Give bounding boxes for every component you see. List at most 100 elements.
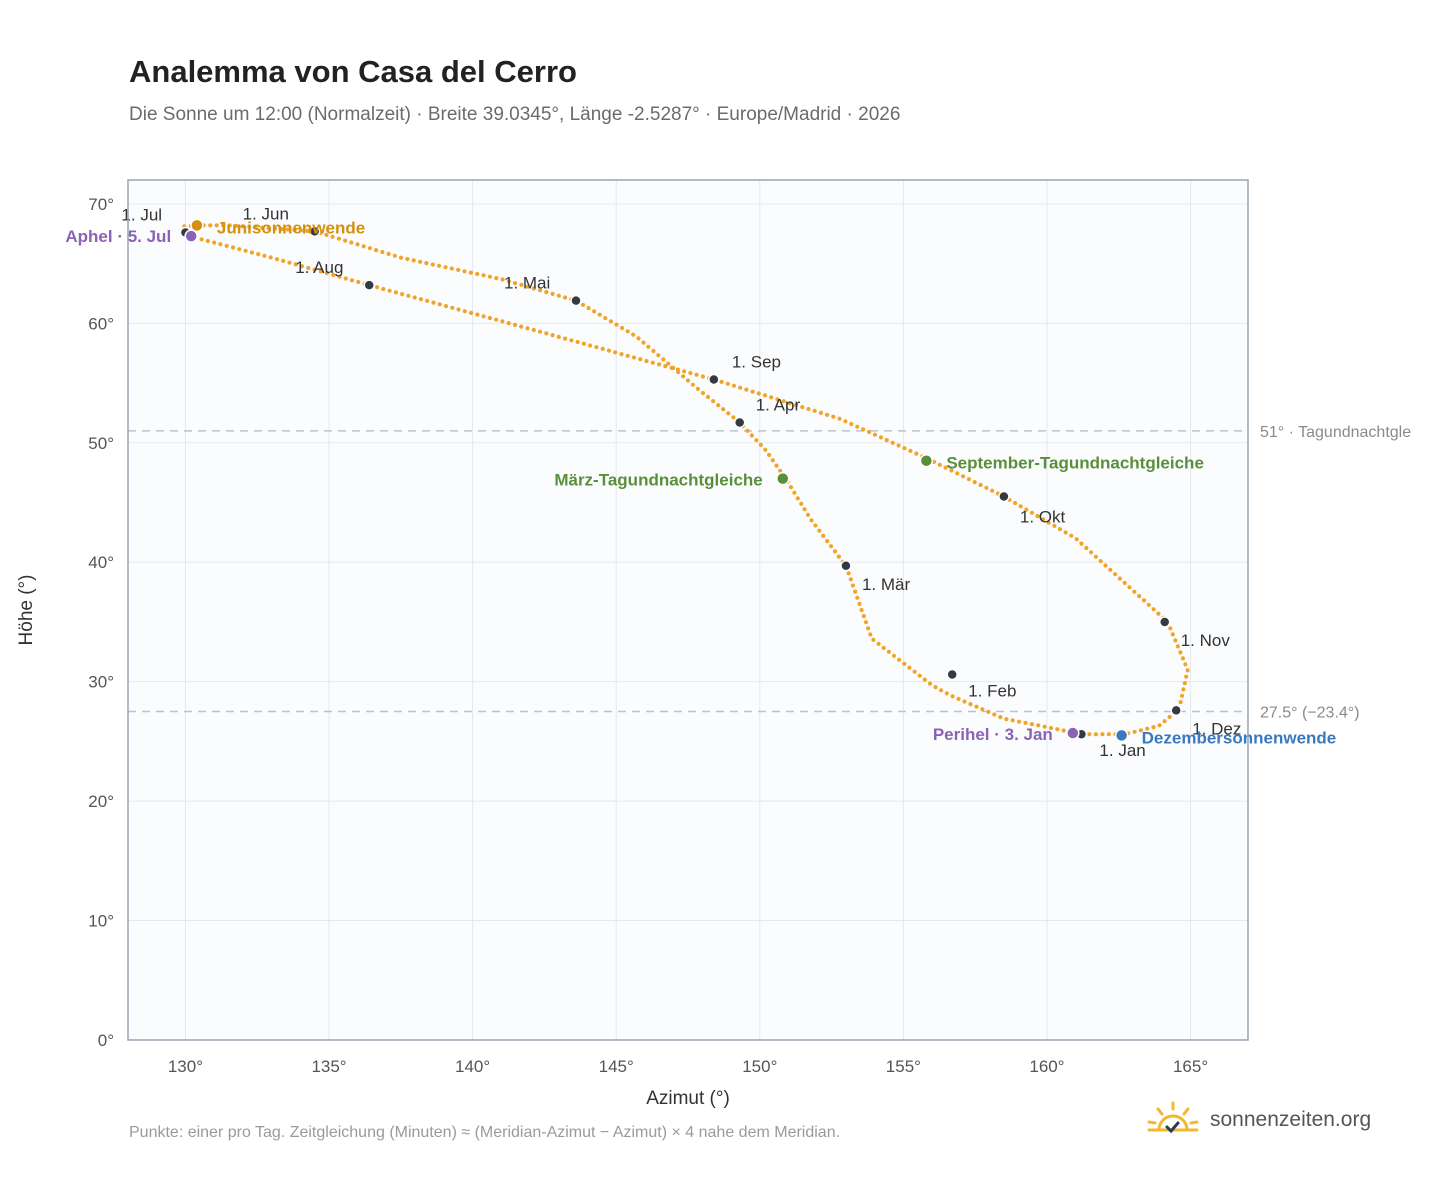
- path-dot: [469, 310, 474, 315]
- path-dot: [1023, 720, 1028, 726]
- chart-title: Analemma von Casa del Cerro: [129, 54, 577, 89]
- path-dot: [863, 620, 869, 625]
- path-dot: [813, 523, 818, 528]
- path-dot: [1093, 732, 1098, 737]
- path-dot: [260, 225, 265, 230]
- y-tick-label: 10°: [88, 912, 114, 931]
- path-dot: [1184, 674, 1189, 679]
- path-dot: [1175, 644, 1180, 649]
- path-dot: [700, 390, 706, 396]
- path-dot: [600, 346, 605, 351]
- path-dot: [608, 319, 614, 324]
- path-dot: [857, 601, 862, 607]
- path-dot: [1156, 611, 1161, 616]
- path-dot: [891, 653, 897, 658]
- path-dot: [273, 226, 278, 231]
- y-axis-label: Höhe (°): [16, 575, 37, 646]
- brand-logo[interactable]: sonnenzeiten.org: [1146, 1100, 1371, 1140]
- path-dot: [462, 309, 467, 314]
- path-dot: [513, 281, 518, 286]
- path-dot: [950, 694, 955, 699]
- path-dot: [769, 395, 774, 400]
- path-dot: [792, 490, 797, 495]
- path-dot: [349, 278, 355, 283]
- path-dot: [666, 361, 671, 366]
- path-dot: [594, 345, 599, 350]
- path-dot: [695, 386, 701, 391]
- path-dot: [1167, 714, 1172, 720]
- path-dot: [884, 438, 889, 443]
- path-dot: [881, 645, 886, 651]
- path-dot: [897, 657, 902, 662]
- chart-subtitle: Die Sonne um 12:00 (Normalzeit) · Breite…: [129, 104, 901, 125]
- path-dot: [544, 290, 549, 295]
- x-tick-label: 155°: [886, 1057, 921, 1076]
- path-dot: [214, 223, 219, 228]
- path-dot: [719, 379, 724, 384]
- month-label: 1. Okt: [1020, 508, 1066, 527]
- path-dot: [1106, 732, 1111, 737]
- path-dot: [205, 238, 210, 244]
- path-dot: [705, 394, 711, 400]
- path-dot: [890, 440, 895, 445]
- path-dot: [418, 259, 423, 264]
- path-dot: [262, 253, 267, 258]
- path-dot: [1029, 722, 1034, 727]
- path-dot: [902, 446, 907, 451]
- path-dot: [1061, 728, 1066, 733]
- path-dot: [1146, 602, 1151, 607]
- path-dot: [725, 381, 730, 386]
- path-dot: [1151, 725, 1156, 730]
- path-dot: [762, 393, 768, 398]
- path-dot: [978, 482, 983, 488]
- path-dot: [636, 336, 641, 341]
- path-dot: [234, 223, 239, 228]
- path-dot: [1117, 576, 1122, 581]
- path-dot: [1046, 520, 1051, 525]
- path-dot: [949, 468, 954, 473]
- path-dot: [613, 350, 618, 355]
- path-dot: [990, 488, 995, 493]
- month-marker: [733, 416, 746, 429]
- path-dot: [462, 269, 467, 274]
- path-dot: [575, 339, 580, 345]
- month-marker: [840, 560, 852, 572]
- path-dot: [247, 224, 252, 229]
- path-dot: [781, 399, 786, 404]
- y-axis-ticks: 0° 10° 20° 30° 40° 50° 60° 70°: [88, 195, 114, 1050]
- path-dot: [1145, 726, 1150, 731]
- path-dot: [731, 383, 737, 388]
- path-dot: [361, 244, 366, 249]
- month-label: 1. Sep: [732, 352, 781, 371]
- path-dot: [770, 458, 775, 463]
- path-dot: [631, 332, 636, 337]
- month-marker: [1170, 704, 1182, 717]
- path-dot: [644, 358, 649, 364]
- path-dot: [418, 297, 423, 302]
- path-dot: [1057, 527, 1063, 532]
- path-dot: [506, 279, 511, 284]
- path-dot: [450, 305, 455, 310]
- month-marker: [363, 279, 375, 291]
- path-dot: [614, 322, 619, 327]
- path-dot: [563, 336, 568, 341]
- path-dot: [243, 248, 248, 253]
- month-marker: [946, 668, 958, 681]
- path-dot: [367, 246, 372, 251]
- path-dot: [563, 295, 568, 300]
- month-label: 1. Dez: [1192, 719, 1241, 738]
- path-dot: [437, 302, 442, 307]
- path-dot: [861, 427, 866, 432]
- path-dot: [256, 252, 261, 257]
- path-dot: [731, 415, 736, 420]
- path-dot: [411, 258, 416, 263]
- path-dot: [537, 329, 543, 334]
- path-dot: [285, 227, 291, 232]
- path-dot: [249, 250, 254, 255]
- path-dot: [1042, 724, 1047, 729]
- path-dot: [1036, 723, 1041, 728]
- path-dot: [1089, 550, 1094, 555]
- path-dot: [500, 277, 505, 282]
- reference-line-label: 51° · Tagundnachtgle: [1260, 424, 1411, 441]
- path-dot: [939, 688, 944, 693]
